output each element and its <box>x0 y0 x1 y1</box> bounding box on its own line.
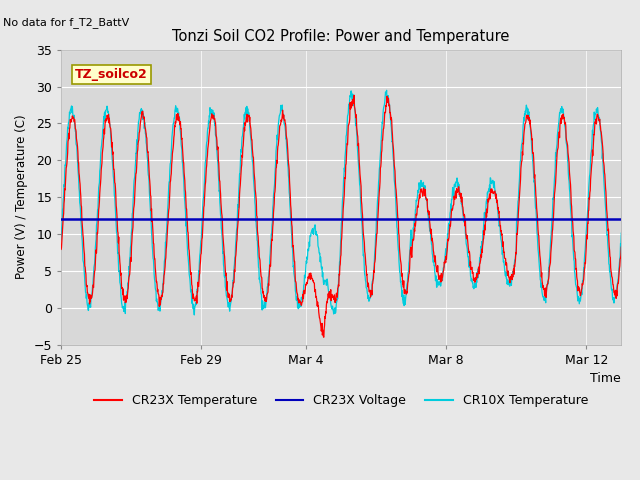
Text: TZ_soilco2: TZ_soilco2 <box>75 68 148 81</box>
X-axis label: Time: Time <box>591 372 621 385</box>
Text: No data for f_T2_BattV: No data for f_T2_BattV <box>3 17 129 28</box>
Title: Tonzi Soil CO2 Profile: Power and Temperature: Tonzi Soil CO2 Profile: Power and Temper… <box>172 29 510 44</box>
Legend: CR23X Temperature, CR23X Voltage, CR10X Temperature: CR23X Temperature, CR23X Voltage, CR10X … <box>90 389 593 412</box>
Y-axis label: Power (V) / Temperature (C): Power (V) / Temperature (C) <box>15 115 28 279</box>
